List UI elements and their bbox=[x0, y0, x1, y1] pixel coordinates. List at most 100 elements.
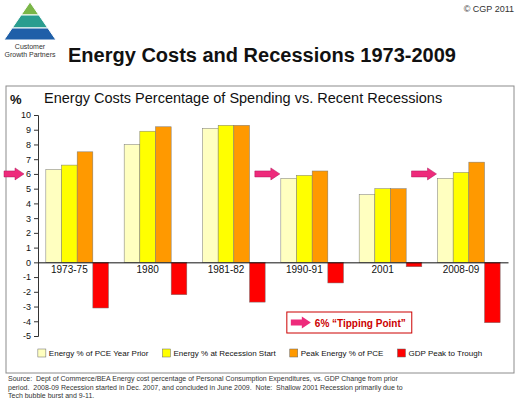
bar bbox=[77, 152, 93, 262]
bar bbox=[453, 172, 469, 262]
x-axis-line bbox=[39, 262, 509, 263]
y-axis: -5 -4 -3 -2 -1 0 1 2 3 4 5 6 7 8 9 10 bbox=[21, 110, 39, 341]
y-tick-label: -1 bbox=[23, 272, 31, 282]
y-tick-mark bbox=[34, 218, 38, 219]
y-tick-label: 0 bbox=[26, 258, 31, 268]
chart-frame bbox=[6, 86, 514, 373]
legend-swatch bbox=[290, 349, 298, 357]
legend-label: GDP Peak to Trough bbox=[408, 349, 482, 358]
y-tick-mark bbox=[34, 262, 38, 263]
legend-swatch bbox=[38, 349, 46, 357]
legend-label: Energy % at Recession Start bbox=[173, 349, 276, 358]
y-tick-mark bbox=[34, 321, 38, 322]
y-tick-mark bbox=[34, 144, 38, 145]
x-tick-label: 1980 bbox=[137, 264, 160, 275]
y-tick-label: -4 bbox=[23, 317, 31, 327]
y-tick: -1 bbox=[23, 272, 38, 282]
legend-label: Peak Energy % of PCE bbox=[301, 349, 384, 358]
y-tick-label: -5 bbox=[23, 331, 31, 341]
tipping-point-arrow bbox=[4, 168, 24, 180]
y-tick-label: 10 bbox=[21, 110, 31, 120]
y-tick: 0 bbox=[26, 258, 38, 268]
bar-series bbox=[77, 125, 484, 262]
bar bbox=[46, 170, 62, 263]
bar bbox=[203, 128, 219, 262]
bar bbox=[375, 189, 391, 263]
y-tick-mark bbox=[34, 336, 38, 337]
y-tick-label: 2 bbox=[26, 228, 31, 238]
bar bbox=[140, 131, 156, 262]
y-tick: 6 bbox=[26, 169, 38, 179]
y-tick: 2 bbox=[26, 228, 38, 238]
annotation-arrow bbox=[291, 317, 311, 329]
legend-item: GDP Peak to Trough bbox=[397, 349, 482, 358]
source-note: Source: Dept of Commerce/BEA Energy cost… bbox=[8, 375, 403, 399]
y-tick-label: -3 bbox=[23, 302, 31, 312]
y-tick: -2 bbox=[23, 287, 38, 297]
bar bbox=[234, 125, 250, 262]
y-tick-label: -2 bbox=[23, 287, 31, 297]
bar bbox=[438, 178, 454, 262]
y-tick-mark bbox=[34, 174, 38, 175]
y-tick: 8 bbox=[26, 140, 38, 150]
y-tick-mark bbox=[34, 248, 38, 249]
logo-shape bbox=[21, 2, 39, 15]
x-tick: 2008-09 bbox=[443, 264, 480, 275]
y-tick-label: 3 bbox=[26, 214, 31, 224]
x-tick: 1981-82 bbox=[208, 264, 245, 275]
bar bbox=[328, 262, 344, 283]
y-tick-mark bbox=[34, 307, 38, 308]
bar bbox=[250, 262, 266, 302]
legend: Energy % of PCE Year Prior Energy % at Re… bbox=[38, 349, 482, 358]
legend-item: Energy % of PCE Year Prior bbox=[38, 349, 149, 358]
x-tick-label: 1973-75 bbox=[51, 264, 88, 275]
copyright: © CGP 2011 bbox=[464, 4, 514, 14]
legend-swatch bbox=[397, 349, 405, 357]
bar bbox=[156, 127, 172, 263]
y-tick: 7 bbox=[26, 155, 38, 165]
y-axis-label: % bbox=[10, 92, 22, 107]
source-text: Source: Dept of Commerce/BEA Energy cost… bbox=[8, 375, 398, 383]
y-tick: -5 bbox=[23, 331, 38, 341]
y-tick-mark bbox=[34, 189, 38, 190]
bar bbox=[124, 144, 140, 262]
bar bbox=[62, 165, 78, 262]
y-tick-mark bbox=[34, 115, 38, 116]
x-tick-label: 2001 bbox=[372, 264, 395, 275]
y-tick-mark bbox=[34, 292, 38, 293]
legend-item: Energy % at Recession Start bbox=[162, 349, 276, 358]
y-tick: 1 bbox=[26, 243, 38, 253]
y-tick: 5 bbox=[26, 184, 38, 194]
y-tick-mark bbox=[34, 277, 38, 278]
bar-series bbox=[62, 125, 469, 262]
y-tick-mark bbox=[34, 130, 38, 131]
y-tick: -4 bbox=[23, 317, 38, 327]
x-tick-label: 1990-91 bbox=[286, 264, 323, 275]
subtitle: Energy Costs Percentage of Spending vs. … bbox=[44, 90, 442, 106]
x-tick: 1990-91 bbox=[286, 264, 323, 275]
source-text: period. 2008-09 Recession started in Dec… bbox=[8, 384, 403, 392]
y-tick-label: 9 bbox=[26, 125, 31, 135]
y-tick: 10 bbox=[21, 110, 38, 120]
logo: CustomerGrowth Partners bbox=[4, 2, 56, 58]
bar bbox=[391, 189, 407, 263]
y-axis-line bbox=[34, 116, 39, 337]
y-tick: 4 bbox=[26, 199, 38, 209]
bar bbox=[218, 125, 234, 262]
legend-item: Peak Energy % of PCE bbox=[290, 349, 384, 358]
annotation-text: 6% “Tipping Point” bbox=[315, 318, 406, 329]
bar bbox=[312, 171, 328, 262]
y-tick: 9 bbox=[26, 125, 38, 135]
tipping-point-arrow bbox=[412, 168, 437, 180]
bar bbox=[93, 262, 109, 308]
y-tick: 3 bbox=[26, 214, 38, 224]
y-tick: -3 bbox=[23, 302, 38, 312]
bar bbox=[171, 262, 187, 294]
y-tick-mark bbox=[34, 159, 38, 160]
y-tick-label: 7 bbox=[26, 155, 31, 165]
logo-shape bbox=[4, 28, 56, 40]
logo-shape bbox=[12, 15, 48, 28]
bars bbox=[46, 125, 500, 322]
y-tick-label: 4 bbox=[26, 199, 31, 209]
logo-text: Customer bbox=[15, 43, 46, 50]
